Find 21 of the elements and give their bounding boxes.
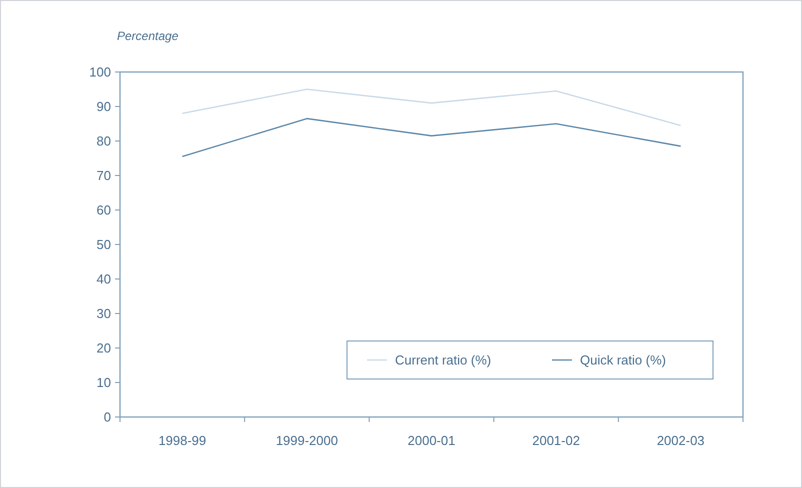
y-tick-label: 30: [96, 306, 111, 322]
y-tick-label: 100: [89, 64, 111, 80]
y-tick-label: 20: [96, 340, 111, 356]
y-tick-label: 50: [96, 237, 111, 252]
legend-label: Quick ratio (%): [580, 352, 666, 368]
x-tick-label: 1998-99: [158, 433, 206, 448]
y-tick-label: 90: [96, 99, 111, 114]
line-series: [182, 118, 682, 158]
y-tick-label: 40: [96, 272, 111, 287]
y-tick-label: 60: [96, 202, 111, 218]
x-tick-label: 2002-03: [656, 433, 705, 448]
x-tick-label: 1999-2000: [276, 433, 338, 448]
y-tick-label: 80: [96, 134, 111, 149]
y-tick-label: 70: [96, 168, 111, 184]
y-tick-label: 10: [96, 375, 111, 390]
line-series: [182, 88, 682, 126]
x-tick-label: 2001-02: [532, 433, 580, 448]
y-tick-label: 0: [104, 410, 111, 425]
legend-label: Current ratio (%): [395, 352, 492, 368]
x-tick-label: 2000-01: [408, 433, 456, 448]
y-axis-title: Percentage: [117, 29, 179, 43]
